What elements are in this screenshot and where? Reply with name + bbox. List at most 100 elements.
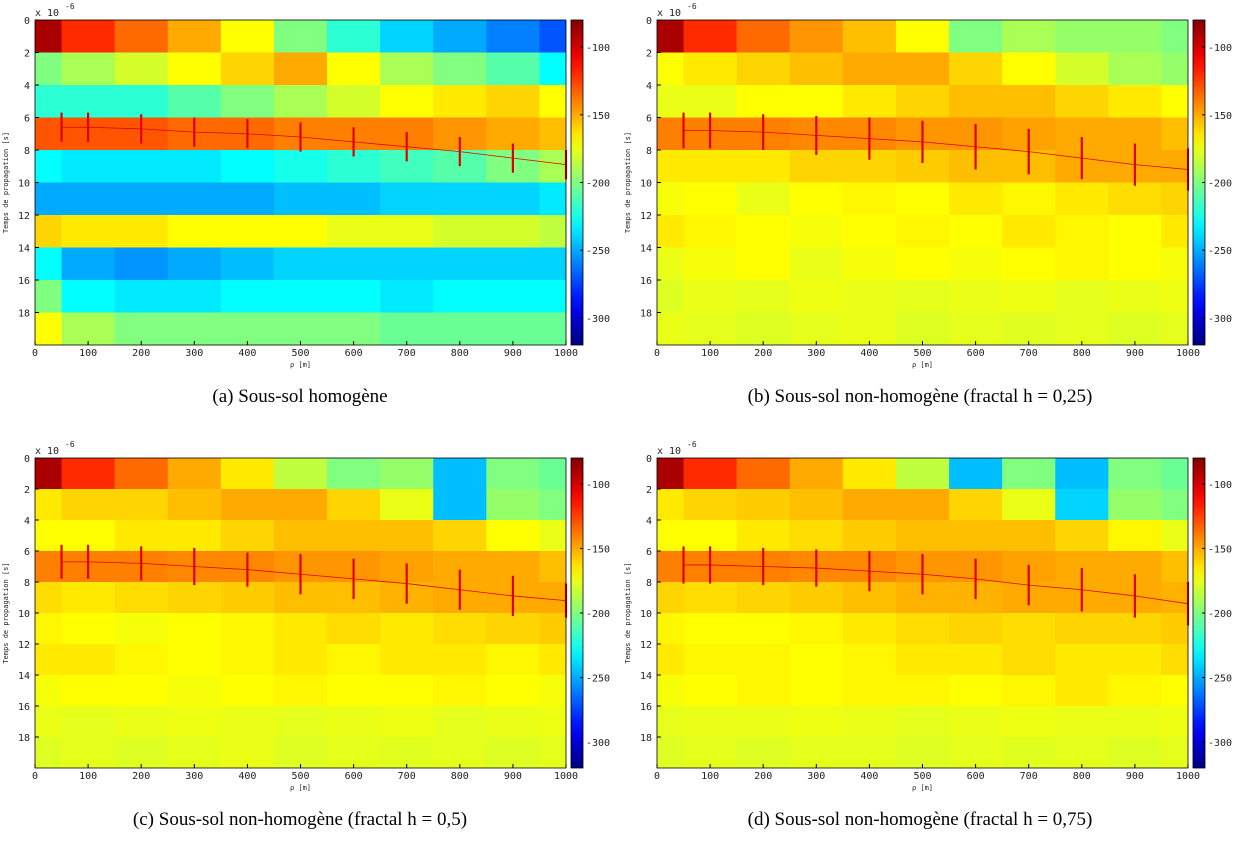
colorbar-tick-label: -300 bbox=[1208, 314, 1232, 325]
heatmap-cell bbox=[1055, 675, 1109, 707]
heatmap-cell bbox=[61, 737, 116, 768]
heatmap-cell bbox=[1055, 312, 1109, 345]
heatmap-cell bbox=[273, 675, 328, 707]
heatmap-cell bbox=[327, 85, 381, 118]
heatmap-cell bbox=[433, 247, 487, 281]
heatmap-cell bbox=[539, 613, 566, 645]
heatmap-cell bbox=[327, 52, 381, 86]
caption: (c) Sous-sol non-homogène (fractal h = 0… bbox=[133, 809, 467, 830]
heatmap-cell bbox=[486, 489, 540, 521]
heatmap-cell bbox=[949, 644, 1003, 676]
heatmap-cell bbox=[1108, 520, 1162, 552]
heatmap-cell bbox=[949, 182, 1003, 216]
heatmap-cell bbox=[539, 52, 566, 86]
y-tick-label: 16 bbox=[640, 276, 652, 287]
heatmap-cell bbox=[433, 737, 487, 768]
heatmap-cell bbox=[1002, 52, 1056, 86]
heatmap-cell bbox=[842, 458, 897, 490]
y-tick-label: 8 bbox=[24, 578, 30, 589]
heatmap-cell bbox=[842, 52, 897, 86]
x-tick-label: 400 bbox=[860, 771, 878, 782]
x-axis-label: ρ [m] bbox=[290, 784, 311, 792]
heatmap-cell bbox=[220, 582, 275, 614]
heatmap-cell bbox=[327, 247, 381, 281]
x-tick-label: 200 bbox=[132, 771, 150, 782]
heatmap-cell bbox=[486, 613, 540, 645]
panel: 0 100 200 300 400 500 600 700 800 900 1000 0 2 4 6 8 10 1… bbox=[2, 2, 610, 407]
heatmap-cell bbox=[273, 644, 328, 676]
y-tick-label: 14 bbox=[640, 671, 652, 682]
heatmap-cell bbox=[949, 737, 1003, 768]
heatmap-cell bbox=[736, 706, 791, 738]
heatmap-cell bbox=[1161, 85, 1188, 118]
heatmap-cell bbox=[1161, 489, 1188, 521]
colorbar-tick-label: -200 bbox=[586, 609, 610, 620]
heatmap-cell bbox=[949, 215, 1003, 248]
heatmap-cell bbox=[1161, 737, 1188, 768]
heatmap-cell bbox=[1055, 706, 1109, 738]
heatmap-cell bbox=[736, 737, 791, 768]
heatmap-cell bbox=[273, 280, 328, 313]
heatmap-cell bbox=[789, 675, 844, 707]
heatmap-cell bbox=[433, 20, 487, 53]
heatmap-cell bbox=[327, 280, 381, 313]
heatmap-cell bbox=[486, 182, 540, 216]
heatmap-cell bbox=[433, 520, 487, 552]
heatmap-cell bbox=[842, 215, 897, 248]
heatmap-cell bbox=[35, 312, 63, 345]
y-tick-label: 12 bbox=[18, 211, 30, 222]
heatmap-cell bbox=[433, 706, 487, 738]
heatmap-cell bbox=[1055, 215, 1109, 248]
y-axis-label: Temps de propagation [s] bbox=[2, 132, 10, 233]
heatmap-cell bbox=[1002, 737, 1056, 768]
x-tick-label: 200 bbox=[754, 348, 772, 359]
heatmap-cell bbox=[789, 737, 844, 768]
caption: (d) Sous-sol non-homogène (fractal h = 0… bbox=[748, 809, 1093, 830]
heatmap-cell bbox=[1108, 52, 1162, 86]
heatmap-cell bbox=[1108, 312, 1162, 345]
heatmap-cell bbox=[736, 150, 791, 183]
heatmap-cell bbox=[736, 182, 791, 216]
heatmap-cell bbox=[683, 280, 738, 313]
heatmap-cell bbox=[61, 489, 116, 521]
x-tick-label: 500 bbox=[913, 771, 931, 782]
heatmap-cell bbox=[61, 312, 116, 345]
heatmap-cell bbox=[35, 458, 63, 490]
x-tick-label: 700 bbox=[398, 348, 416, 359]
heatmap-cell bbox=[895, 215, 950, 248]
y-tick-label: 4 bbox=[646, 516, 652, 527]
heatmap-cell bbox=[789, 458, 844, 490]
heatmap-cell bbox=[1055, 182, 1109, 216]
heatmap-cell bbox=[1002, 489, 1056, 521]
heatmap-cell bbox=[486, 85, 540, 118]
heatmap-cell bbox=[273, 20, 328, 53]
heatmap-cell bbox=[736, 20, 791, 53]
y-multiplier: x 10 bbox=[35, 446, 59, 457]
heatmap-cell bbox=[433, 312, 487, 345]
heatmap-cell bbox=[380, 182, 434, 216]
heatmap-cell bbox=[789, 280, 844, 313]
heatmap-cell bbox=[895, 52, 950, 86]
heatmap-cell bbox=[167, 613, 222, 645]
heatmap-cell bbox=[1161, 182, 1188, 216]
x-tick-label: 200 bbox=[132, 348, 150, 359]
heatmap-cell bbox=[657, 150, 685, 183]
heatmap-cell bbox=[35, 182, 63, 216]
heatmap-cell bbox=[657, 675, 685, 707]
heatmap-cell bbox=[539, 150, 566, 183]
heatmap-cell bbox=[327, 706, 381, 738]
heatmap-cell bbox=[895, 706, 950, 738]
heatmap-cell bbox=[895, 247, 950, 281]
heatmap-cell bbox=[657, 582, 685, 614]
heatmap-cell bbox=[327, 215, 381, 248]
heatmap-cell bbox=[842, 312, 897, 345]
heatmap-cell bbox=[683, 644, 738, 676]
x-tick-label: 500 bbox=[913, 348, 931, 359]
heatmap-cell bbox=[949, 52, 1003, 86]
heatmap-cell bbox=[1108, 706, 1162, 738]
heatmap-cell bbox=[433, 675, 487, 707]
heatmap-cell bbox=[380, 737, 434, 768]
heatmap-cell bbox=[895, 737, 950, 768]
heatmap-cell bbox=[35, 85, 63, 118]
